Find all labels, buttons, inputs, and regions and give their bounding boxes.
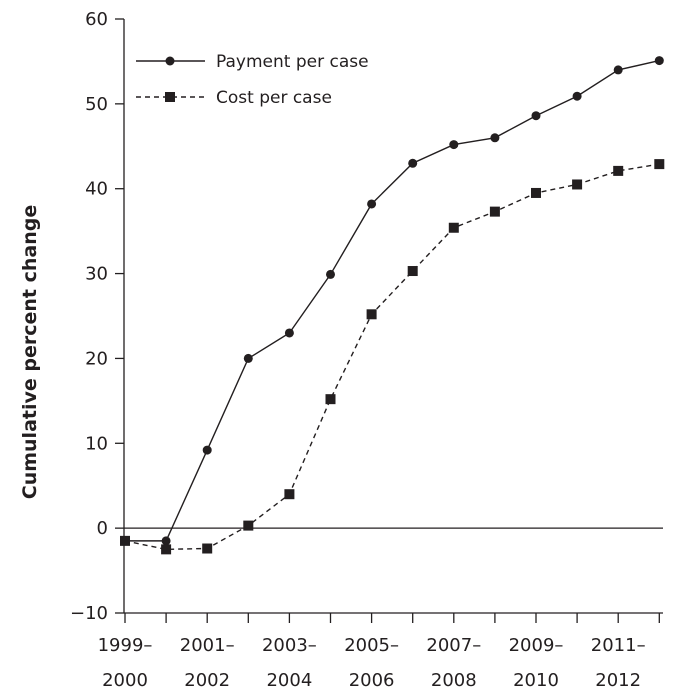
data-point-payment xyxy=(613,65,623,75)
data-point-payment xyxy=(243,353,253,363)
data-point-cost xyxy=(613,165,624,176)
data-point-cost xyxy=(531,187,541,198)
y-tick-label: 30 xyxy=(85,264,108,285)
x-tick-label: 2009– xyxy=(509,635,564,656)
x-tick-label: 2007– xyxy=(426,635,481,656)
y-tick-label: 0 xyxy=(97,518,108,539)
x-tick-label: 2003– xyxy=(262,635,317,656)
data-point-cost xyxy=(572,179,583,190)
x-tick-label: 2012 xyxy=(595,670,641,691)
data-point-payment xyxy=(490,133,500,143)
data-point-cost xyxy=(325,394,336,405)
data-point-cost xyxy=(654,159,665,170)
series-line-cost xyxy=(124,163,660,551)
x-tick-label: 2010 xyxy=(513,670,559,691)
data-point-payment xyxy=(408,158,418,168)
legend-marker-square xyxy=(165,92,175,102)
data-point-payment xyxy=(367,199,377,209)
legend-marker-circle xyxy=(165,56,175,66)
data-point-cost xyxy=(243,520,254,531)
data-point-cost xyxy=(448,222,459,233)
series-layer xyxy=(120,56,665,555)
legend-label: Payment per case xyxy=(216,52,369,72)
data-point-payment xyxy=(654,56,664,66)
x-tick-label: 2002 xyxy=(184,670,230,691)
data-point-cost xyxy=(366,309,377,320)
x-tick-label: 2000 xyxy=(102,670,148,691)
y-tick-label: −10 xyxy=(70,603,108,624)
data-point-cost xyxy=(202,543,213,554)
data-point-cost xyxy=(161,544,172,555)
y-tick-label: 60 xyxy=(85,9,108,30)
legend: Payment per case Cost per case xyxy=(136,52,369,108)
x-tick-label: 1999– xyxy=(98,635,153,656)
series-line-payment xyxy=(125,59,660,542)
data-point-payment xyxy=(531,111,541,121)
data-point-payment xyxy=(284,328,294,338)
x-tick-label: 2011– xyxy=(591,635,646,656)
x-tick-label: 2001– xyxy=(180,635,235,656)
y-tick-label: 20 xyxy=(85,348,108,369)
x-tick-label: 2008 xyxy=(431,670,477,691)
data-point-cost xyxy=(120,535,130,546)
legend-label: Cost per case xyxy=(216,88,332,108)
data-point-payment xyxy=(326,269,335,279)
data-point-cost xyxy=(284,489,295,500)
data-point-payment xyxy=(161,536,171,546)
axes: −10 0 10 20 30 40 50 60 1999– 2000 2001– 2002 2003– 2… xyxy=(70,9,663,691)
x-tick-label: 2005– xyxy=(344,635,399,656)
data-point-payment xyxy=(572,91,582,101)
y-tick-label: 40 xyxy=(85,179,108,200)
x-tick-label: 2004 xyxy=(266,670,312,691)
y-axis-title: Cumulative percent change xyxy=(19,205,41,499)
data-point-payment xyxy=(202,445,212,455)
data-point-cost xyxy=(489,206,500,217)
data-point-payment xyxy=(449,140,459,150)
data-point-cost xyxy=(407,266,418,277)
x-tick-label: 2006 xyxy=(349,670,395,691)
y-tick-label: 10 xyxy=(85,433,108,454)
y-tick-label: 50 xyxy=(85,94,108,115)
